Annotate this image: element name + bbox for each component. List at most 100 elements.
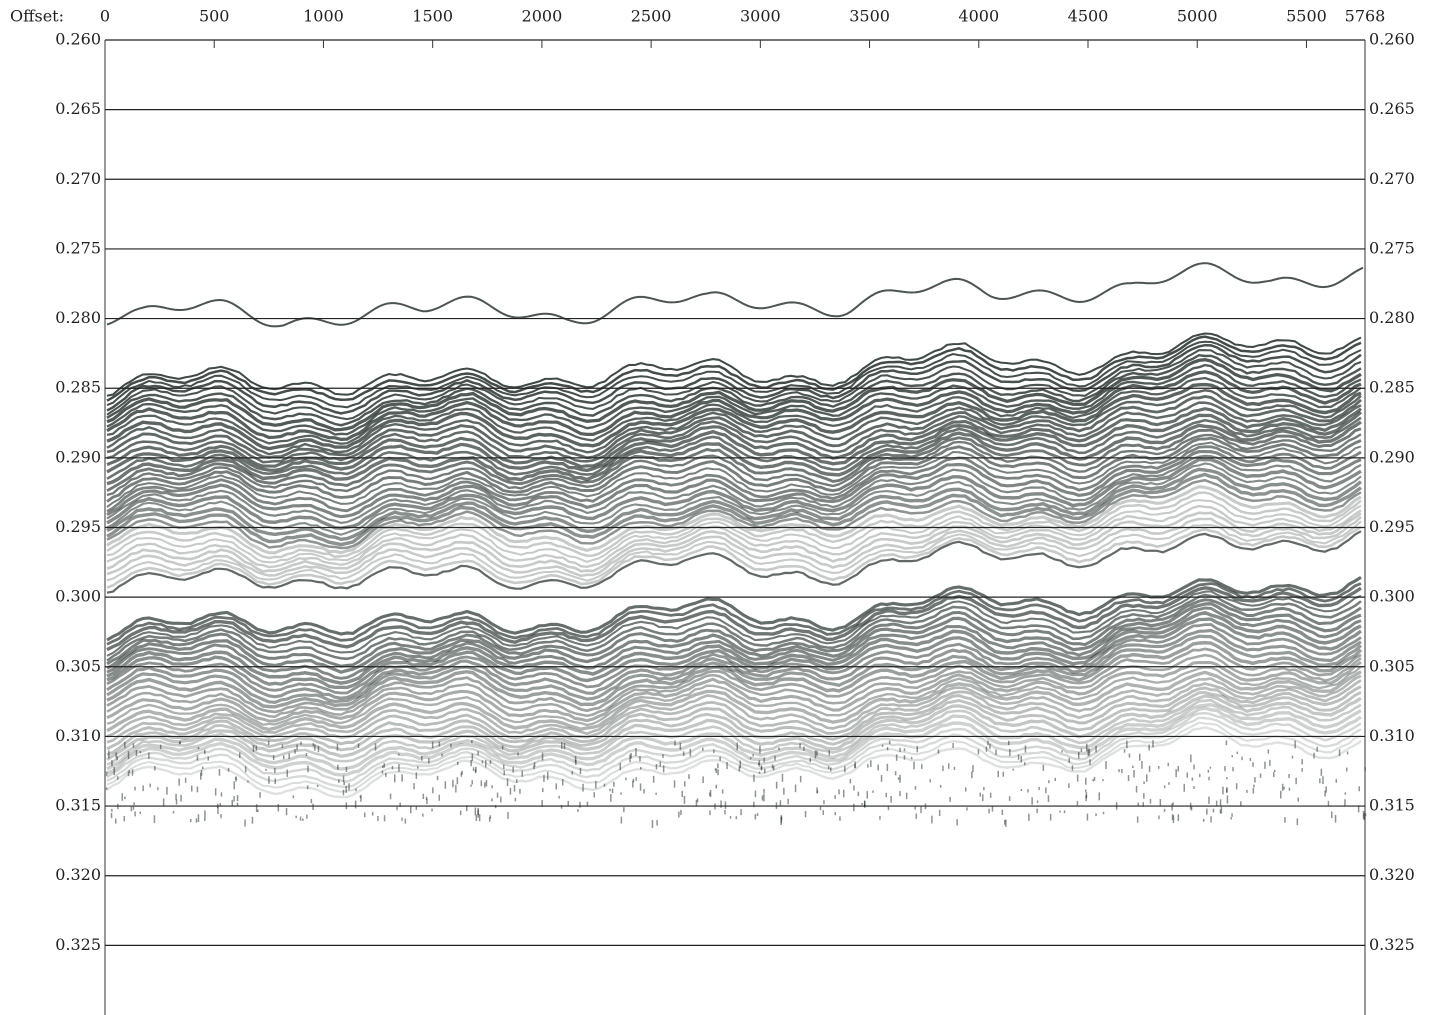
speckle (470, 785, 472, 787)
speckle (763, 793, 765, 801)
speckle (1018, 754, 1020, 759)
speckle (1002, 810, 1004, 815)
speckle (471, 740, 473, 743)
speckle (133, 802, 135, 805)
speckle (625, 778, 627, 781)
y-tick-label: 0.300 (55, 587, 101, 606)
speckle (1160, 799, 1162, 806)
speckle (1081, 749, 1083, 752)
speckle (870, 760, 872, 767)
speckle (422, 814, 424, 817)
speckle (720, 801, 722, 808)
speckle (864, 801, 866, 806)
speckle (191, 786, 193, 792)
speckle (1298, 798, 1300, 802)
speckle (678, 812, 680, 818)
speckle (587, 802, 589, 806)
speckle (382, 771, 384, 774)
speckle (401, 818, 403, 821)
speckle (1246, 790, 1248, 793)
speckle (196, 818, 198, 822)
speckle (245, 766, 247, 772)
speckle (684, 796, 686, 804)
speckle (413, 783, 415, 789)
speckle (384, 763, 386, 767)
speckle (1003, 772, 1005, 777)
speckle (108, 750, 110, 758)
speckle (1250, 758, 1252, 761)
speckle (475, 808, 477, 816)
speckle (656, 820, 658, 826)
speckle (542, 753, 544, 761)
speckle (491, 785, 493, 788)
speckle (920, 807, 922, 813)
speckle (405, 819, 407, 824)
speckle (1088, 749, 1090, 757)
speckle (1240, 801, 1242, 805)
speckle (314, 744, 316, 750)
speckle (282, 744, 284, 748)
speckle (288, 753, 290, 759)
speckle (1087, 814, 1089, 821)
speckle (998, 771, 1000, 777)
speckle (1208, 777, 1210, 780)
speckle (392, 766, 394, 769)
speckle (343, 782, 345, 785)
speckle (175, 794, 177, 800)
y-tick-label-right: 0.290 (1369, 447, 1415, 466)
speckle (295, 816, 297, 818)
speckle (972, 765, 974, 772)
speckle (906, 793, 908, 799)
speckle (810, 758, 812, 762)
speckle (995, 750, 997, 755)
speckle (486, 780, 488, 786)
x-tick-label: 3000 (740, 7, 781, 26)
speckle (683, 751, 685, 756)
speckle (663, 765, 665, 772)
y-tick-label-right: 0.320 (1369, 865, 1415, 884)
speckle (621, 817, 623, 824)
speckle (455, 785, 457, 793)
speckle (1095, 746, 1097, 753)
speckle (1045, 787, 1047, 793)
speckle (726, 762, 728, 769)
speckle (489, 817, 491, 821)
speckle (417, 766, 419, 768)
speckle (1252, 762, 1254, 767)
speckle (1274, 770, 1276, 772)
speckle (157, 787, 159, 790)
speckle (154, 766, 156, 771)
speckle (398, 754, 400, 756)
speckle (1216, 801, 1218, 806)
speckle (1164, 809, 1166, 812)
speckle (778, 747, 780, 750)
speckle (715, 768, 717, 770)
speckle (899, 775, 901, 783)
speckle (485, 760, 487, 767)
speckle (1224, 766, 1226, 771)
speckle (904, 748, 906, 751)
speckle (1322, 776, 1324, 784)
speckle (259, 792, 261, 798)
speckle (1036, 809, 1038, 813)
x-tick-label: 5500 (1286, 7, 1327, 26)
speckle (129, 770, 131, 773)
speckle (1168, 782, 1170, 785)
speckle (956, 819, 958, 825)
speckle (337, 744, 339, 751)
speckle (1236, 783, 1238, 789)
speckle (643, 789, 645, 793)
y-tick-label: 0.305 (55, 656, 101, 675)
speckle (992, 806, 994, 812)
speckle (1253, 788, 1255, 794)
speckle (1260, 774, 1262, 778)
speckle (604, 784, 606, 787)
y-tick-label: 0.285 (55, 378, 101, 397)
speckle (1037, 800, 1039, 803)
speckle (1336, 779, 1338, 783)
speckle (854, 761, 856, 768)
speckle (1121, 769, 1123, 773)
speckle (131, 807, 133, 812)
speckle (475, 767, 477, 772)
y-tick-label-right: 0.295 (1369, 517, 1415, 536)
